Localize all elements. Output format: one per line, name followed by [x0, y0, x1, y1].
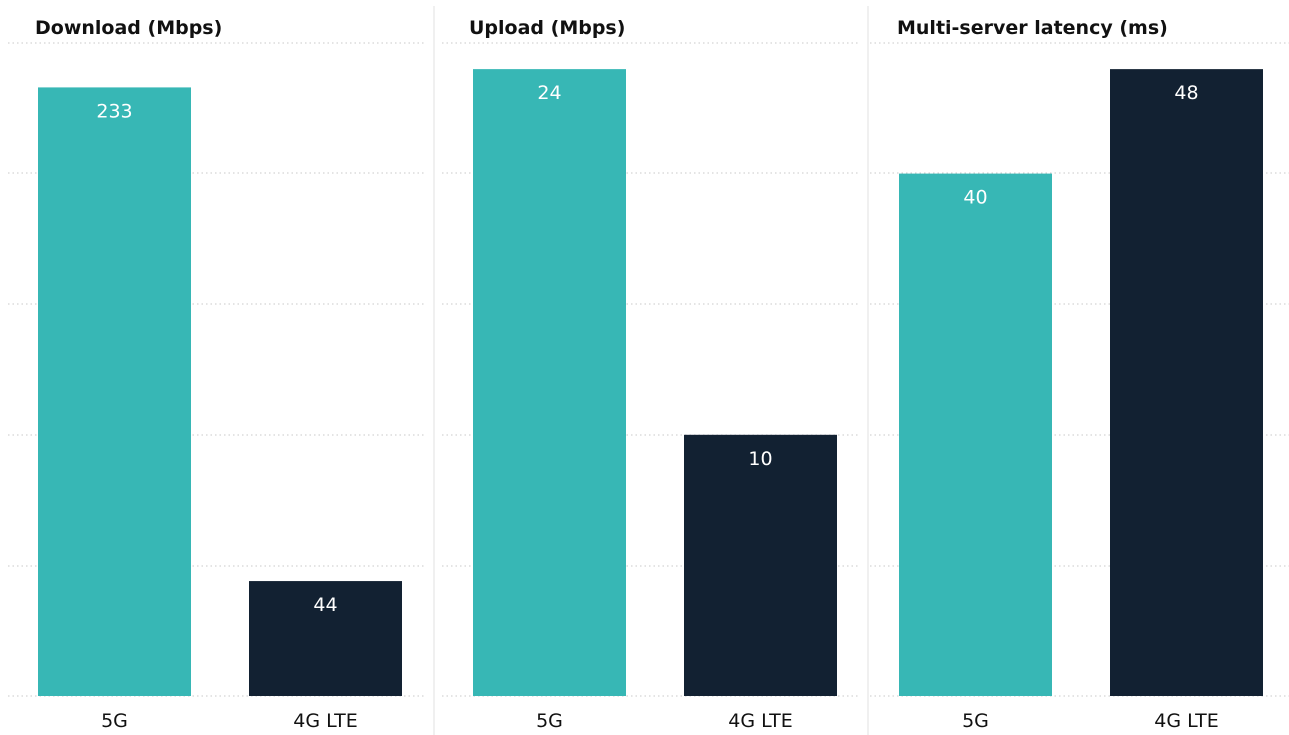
- latency-bar-4g-lte: [1110, 69, 1263, 697]
- upload-category-label-5g: 5G: [536, 710, 563, 732]
- download-bar-4g-lte: [249, 581, 402, 696]
- download-category-label-5g: 5G: [101, 710, 128, 732]
- latency-bar-5g: [899, 173, 1052, 697]
- upload-value-label-5g: 24: [537, 82, 561, 104]
- upload-bar-5g: [473, 69, 626, 697]
- download-chart-title: Download (Mbps): [35, 17, 222, 39]
- latency-category-label-5g: 5G: [962, 710, 989, 732]
- download-value-label-5g: 233: [96, 100, 132, 122]
- upload-category-label-4g-lte: 4G LTE: [728, 710, 792, 732]
- latency-category-label-4g-lte: 4G LTE: [1154, 710, 1218, 732]
- latency-value-label-5g: 40: [963, 187, 987, 209]
- download-category-label-4g-lte: 4G LTE: [293, 710, 357, 732]
- upload-bar-4g-lte: [684, 434, 837, 696]
- upload-chart-title: Upload (Mbps): [469, 17, 625, 39]
- latency-chart-title: Multi-server latency (ms): [897, 17, 1168, 39]
- latency-value-label-4g-lte: 48: [1174, 82, 1198, 104]
- download-bar-5g: [38, 87, 191, 697]
- download-value-label-4g-lte: 44: [313, 594, 337, 616]
- upload-value-label-4g-lte: 10: [748, 448, 772, 470]
